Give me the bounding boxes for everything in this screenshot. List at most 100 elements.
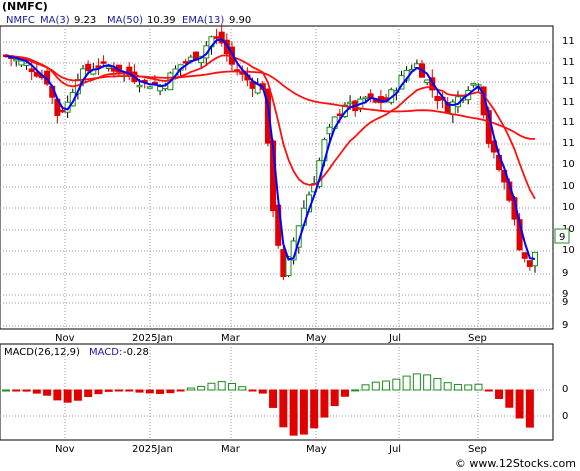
macd-bar <box>166 389 175 394</box>
legend-ma50-value: 10.39 <box>147 15 176 26</box>
macd-y-tick-label: 0 <box>562 411 568 422</box>
macd-bar <box>176 389 185 392</box>
price-y-tick-label: 9 <box>562 297 568 308</box>
macd-bar <box>433 377 442 391</box>
macd-x-label: Nov <box>55 444 75 455</box>
macd-bar <box>351 389 360 392</box>
candle-body <box>280 249 287 278</box>
price-y-ticks: 11111111111110101010109999 <box>562 36 575 331</box>
price-y-tick-label: 10 <box>562 202 575 213</box>
candle-body <box>213 36 220 39</box>
candle-body <box>85 63 92 72</box>
macd-bar <box>443 382 452 391</box>
price-x-label: 2025Jan <box>132 333 173 344</box>
macd-bar <box>227 382 236 391</box>
macd-bar <box>505 389 514 408</box>
macd-bar <box>371 381 380 391</box>
price-y-tick-label: 9 <box>562 320 568 331</box>
chart-title: (NMFC) <box>2 0 48 13</box>
macd-bar <box>238 386 247 391</box>
macd-bar <box>484 389 493 392</box>
legend-ma3-label: MA(3) <box>40 15 70 26</box>
macd-x-label: Jul <box>388 444 401 455</box>
macd-bar <box>94 389 103 395</box>
candle-body <box>18 60 25 66</box>
macd-bar <box>382 380 391 391</box>
macd-bar <box>156 389 165 394</box>
macd-x-label: 2025Jan <box>132 444 173 455</box>
macd-x-label: May <box>306 444 327 455</box>
candle-body <box>470 83 477 86</box>
candle-body <box>434 96 441 102</box>
last-price-label: 9 <box>559 232 565 243</box>
macd-bar <box>125 389 134 392</box>
macd-bar <box>32 389 41 394</box>
legend-ticker: NMFC <box>6 15 35 26</box>
macd-bar <box>135 389 144 393</box>
macd-bar <box>43 389 52 396</box>
price-x-labels: Nov 2025Jan Mar May Jul Sep <box>55 333 487 344</box>
macd-bar <box>186 387 195 391</box>
macd-bar <box>423 374 432 391</box>
ma3-line <box>5 38 536 261</box>
macd-bar <box>515 389 524 419</box>
macd-bar <box>361 384 370 391</box>
price-y-tick-label: 11 <box>562 76 575 87</box>
price-y-tick-label: 9 <box>562 268 568 279</box>
candle-body <box>100 61 107 64</box>
macd-bar <box>12 389 21 392</box>
macd-indicator-value: -0.28 <box>123 347 149 358</box>
macd-bar <box>412 373 421 391</box>
candle-body <box>69 92 76 107</box>
macd-bar <box>299 389 308 435</box>
candle-body <box>521 252 528 259</box>
macd-bar <box>269 389 278 408</box>
macd-x-label: Sep <box>468 444 487 455</box>
candle-body <box>336 113 343 117</box>
price-y-tick-label: 10 <box>562 245 575 256</box>
price-y-tick-label: 11 <box>562 97 575 108</box>
legend-ma50-label: MA(50) <box>107 15 143 26</box>
macd-bar <box>495 389 504 399</box>
price-y-tick-label: 9 <box>562 289 568 300</box>
macd-bar <box>73 389 82 401</box>
macd-bar <box>248 389 257 392</box>
candle-body <box>59 109 66 113</box>
candle-body <box>33 71 40 77</box>
macd-bar <box>525 389 534 428</box>
macd-x-labels: Nov 2025Jan Mar May Jul Sep <box>55 444 487 455</box>
candle-body <box>362 96 369 100</box>
candle-body <box>326 126 333 135</box>
macd-bar <box>279 389 288 428</box>
price-y-tick-label: 11 <box>562 117 575 128</box>
price-x-label: May <box>306 333 327 344</box>
price-grid <box>0 26 553 329</box>
legend-ema13-label: EMA(13) <box>182 15 225 26</box>
watermark: © www.12Stocks.com <box>454 457 576 470</box>
price-x-label: Mar <box>221 333 241 344</box>
macd-bar <box>330 389 339 407</box>
candle-body <box>136 84 143 88</box>
price-x-label: Jul <box>388 333 401 344</box>
macd-y-ticks: 00 <box>562 384 568 422</box>
candle-body <box>105 66 112 69</box>
macd-bar <box>63 389 72 403</box>
candle-body <box>146 86 153 89</box>
candle-body <box>424 79 431 84</box>
last-price-tag: 9 <box>554 228 570 244</box>
candle-body <box>28 68 35 73</box>
candle-body <box>218 31 225 44</box>
price-y-tick-label: 11 <box>562 138 575 149</box>
macd-bar <box>197 385 206 391</box>
ema13-line <box>5 54 536 200</box>
macd-bar <box>22 389 31 392</box>
macd-bar <box>104 389 113 392</box>
price-y-tick-label: 11 <box>562 36 575 47</box>
macd-x-label: Mar <box>221 444 241 455</box>
macd-bar <box>2 389 10 392</box>
macd-bar <box>402 375 411 391</box>
macd-bar <box>114 389 123 392</box>
macd-bar <box>320 389 329 418</box>
macd-bar <box>474 383 483 391</box>
legend-ema13-value: 9.90 <box>229 15 252 26</box>
